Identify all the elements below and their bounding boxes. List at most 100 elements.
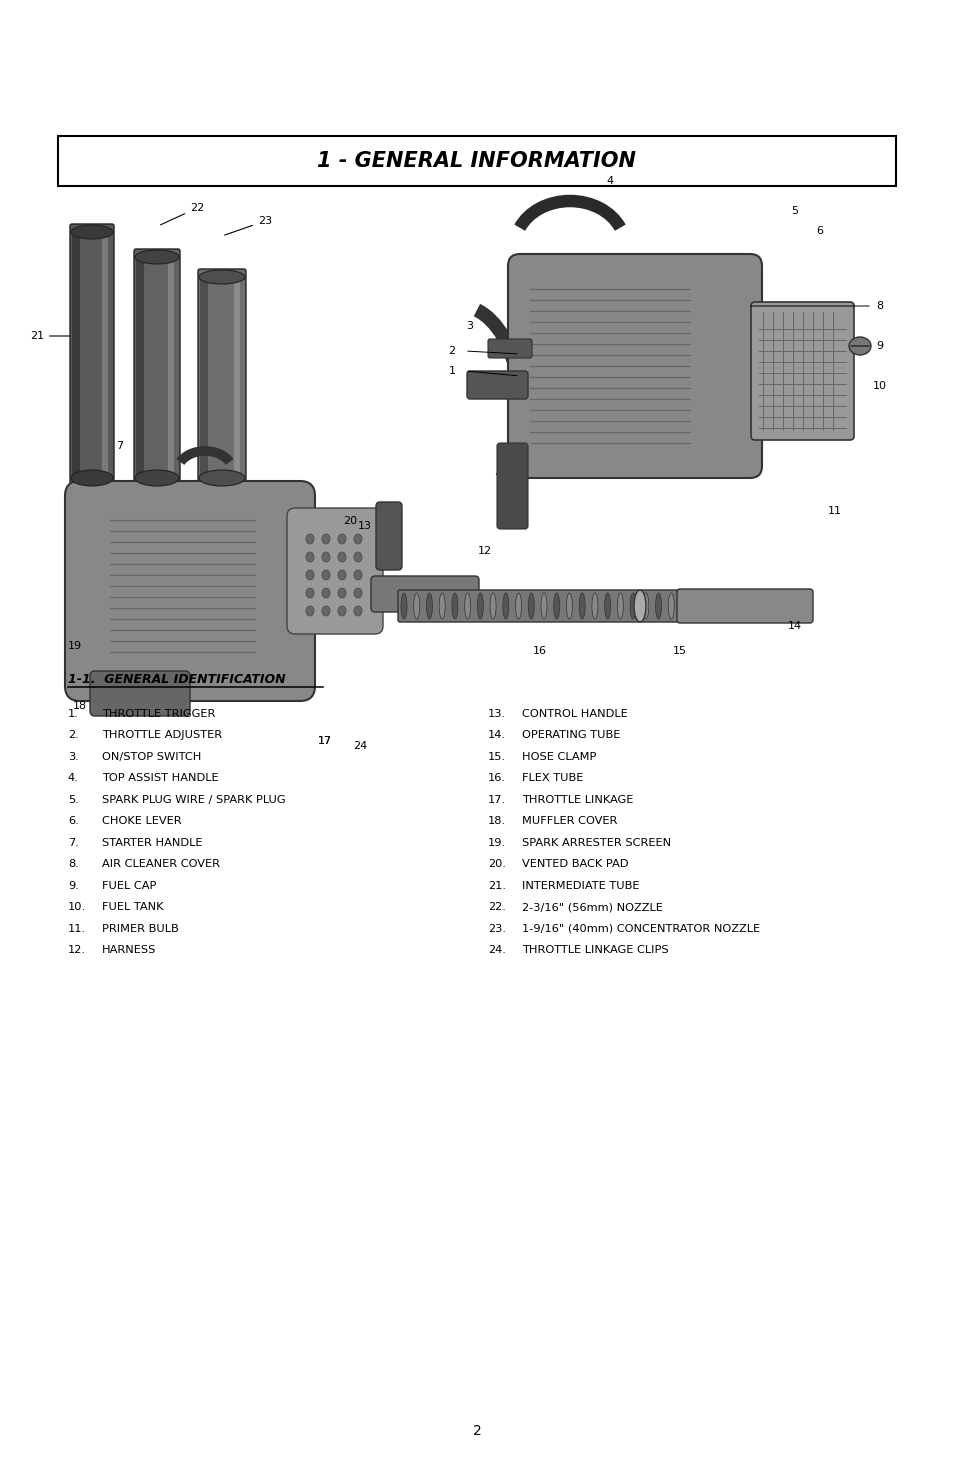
Ellipse shape [476,593,483,618]
Text: 7.: 7. [68,838,79,847]
FancyBboxPatch shape [375,502,401,570]
Text: 17: 17 [317,737,332,745]
Ellipse shape [337,607,346,615]
Ellipse shape [438,593,445,618]
Text: 5: 5 [791,207,798,215]
Text: PRIMER BULB: PRIMER BULB [102,924,178,934]
Ellipse shape [337,534,346,545]
Ellipse shape [426,593,432,618]
FancyBboxPatch shape [488,339,532,359]
Text: 12: 12 [477,546,492,556]
Text: 1 - GENERAL INFORMATION: 1 - GENERAL INFORMATION [317,151,636,171]
Text: THROTTLE LINKAGE CLIPS: THROTTLE LINKAGE CLIPS [521,946,668,955]
Text: 8.: 8. [68,859,79,869]
Text: 5.: 5. [68,796,79,804]
FancyBboxPatch shape [287,508,382,635]
Ellipse shape [566,593,572,618]
Ellipse shape [199,270,245,283]
Text: 21: 21 [30,331,70,341]
Text: 21.: 21. [488,881,505,892]
Ellipse shape [464,593,470,618]
Text: SPARK ARRESTER SCREEN: SPARK ARRESTER SCREEN [521,838,670,847]
Ellipse shape [306,552,314,562]
Ellipse shape [322,587,330,598]
Text: SPARK PLUG WIRE / SPARK PLUG: SPARK PLUG WIRE / SPARK PLUG [102,796,285,804]
Text: 10: 10 [872,381,886,391]
Bar [200,276,208,481]
Ellipse shape [306,534,314,545]
Ellipse shape [354,552,361,562]
Text: FUEL CAP: FUEL CAP [102,881,156,892]
Ellipse shape [354,587,361,598]
Text: 19.: 19. [488,838,506,847]
Ellipse shape [634,590,645,621]
Text: 13: 13 [357,521,372,531]
Ellipse shape [199,469,245,486]
Ellipse shape [528,593,534,618]
Ellipse shape [337,552,346,562]
Text: 6: 6 [816,226,822,236]
Text: VENTED BACK PAD: VENTED BACK PAD [521,859,628,869]
Text: AIR CLEANER COVER: AIR CLEANER COVER [102,859,220,869]
Text: 12.: 12. [68,946,86,955]
Text: HOSE CLAMP: HOSE CLAMP [521,751,596,762]
Bar [168,255,173,481]
Ellipse shape [322,570,330,580]
Ellipse shape [322,534,330,545]
Ellipse shape [591,593,598,618]
FancyBboxPatch shape [70,224,113,489]
Text: 13.: 13. [488,708,506,719]
Text: 17.: 17. [488,796,506,804]
Text: 18.: 18. [488,816,506,827]
Text: INTERMEDIATE TUBE: INTERMEDIATE TUBE [521,881,639,892]
Ellipse shape [617,593,622,618]
Ellipse shape [322,607,330,615]
Ellipse shape [71,224,112,239]
Ellipse shape [578,593,584,618]
Bar [102,232,108,481]
Text: 1-1.  GENERAL IDENTIFICATION: 1-1. GENERAL IDENTIFICATION [68,673,285,686]
Ellipse shape [540,593,546,618]
FancyBboxPatch shape [497,443,527,528]
Text: CHOKE LEVER: CHOKE LEVER [102,816,181,827]
Text: 2: 2 [472,1424,481,1438]
Text: 11: 11 [827,506,841,517]
FancyBboxPatch shape [198,269,246,489]
FancyBboxPatch shape [371,576,478,613]
Text: 24.: 24. [488,946,505,955]
Text: 23.: 23. [488,924,505,934]
Text: THROTTLE LINKAGE: THROTTLE LINKAGE [521,796,633,804]
Ellipse shape [604,593,610,618]
FancyBboxPatch shape [467,370,527,399]
Text: 4.: 4. [68,773,79,784]
Ellipse shape [667,593,674,618]
Ellipse shape [354,534,361,545]
Text: 22.: 22. [488,902,505,912]
Text: CONTROL HANDLE: CONTROL HANDLE [521,708,627,719]
Ellipse shape [135,249,179,264]
Ellipse shape [306,587,314,598]
Ellipse shape [400,593,407,618]
Text: THROTTLE TRIGGER: THROTTLE TRIGGER [102,708,215,719]
Text: 4: 4 [606,176,613,186]
Text: TOP ASSIST HANDLE: TOP ASSIST HANDLE [102,773,218,784]
FancyBboxPatch shape [397,590,681,621]
Text: 15.: 15. [488,751,506,762]
Text: 10.: 10. [68,902,86,912]
Text: 22: 22 [160,204,204,224]
Ellipse shape [71,469,112,486]
Text: HARNESS: HARNESS [102,946,156,955]
Ellipse shape [306,570,314,580]
Ellipse shape [502,593,508,618]
Text: 14.: 14. [488,731,505,741]
Ellipse shape [490,593,496,618]
Ellipse shape [629,593,636,618]
Ellipse shape [848,337,870,356]
Text: 23: 23 [224,215,272,235]
Ellipse shape [515,593,521,618]
Bar [58,136,895,186]
Bar [136,255,144,481]
Text: 20.: 20. [488,859,505,869]
Text: 11.: 11. [68,924,86,934]
FancyBboxPatch shape [90,672,190,716]
